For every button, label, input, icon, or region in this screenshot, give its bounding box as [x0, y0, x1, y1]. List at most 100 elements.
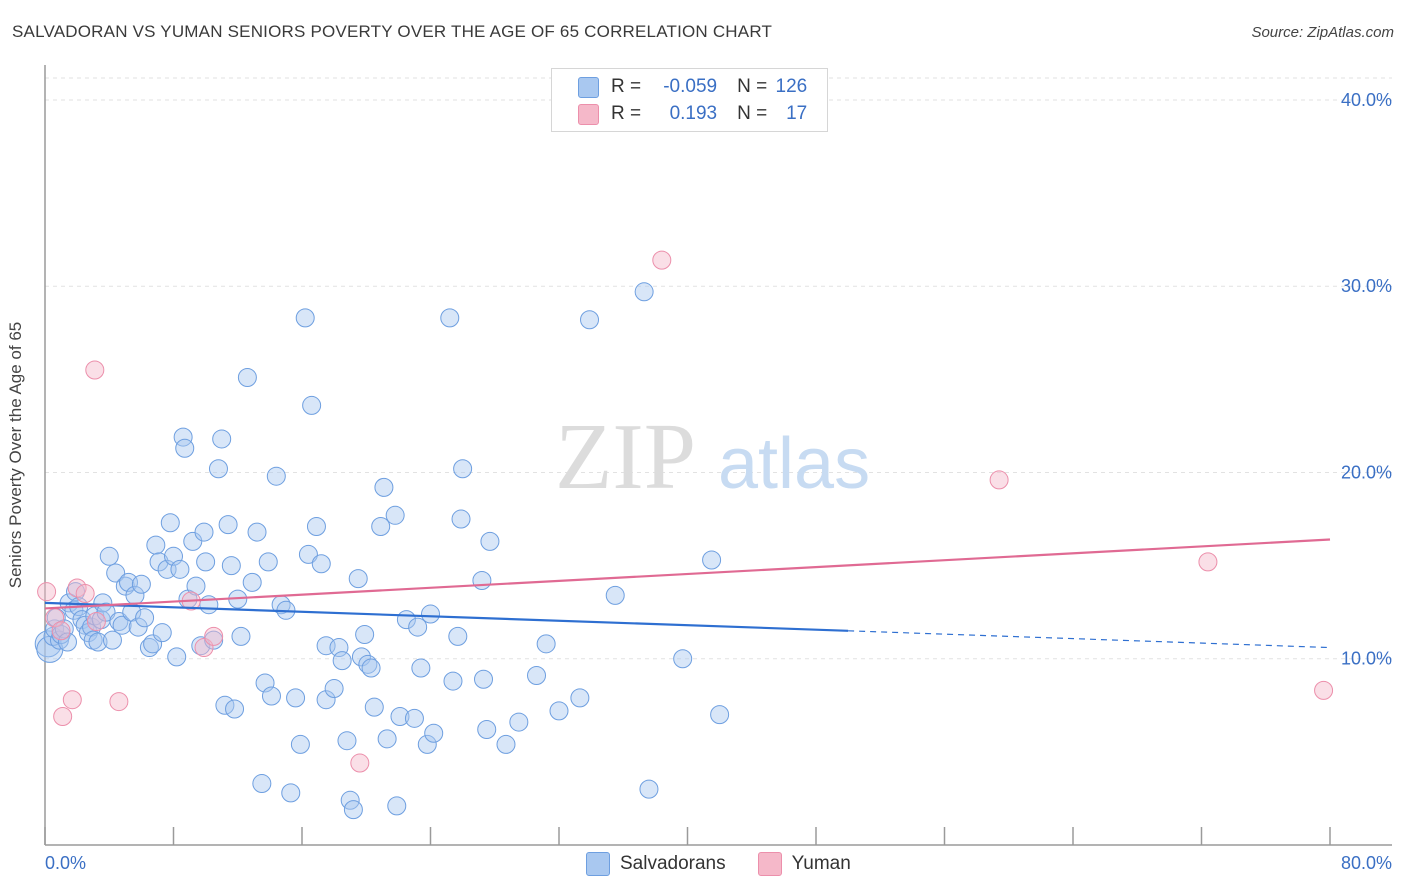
point-yuman: [1198, 552, 1218, 572]
point-salvadorans: [443, 671, 463, 691]
trend-line-yuman: [44, 538, 1331, 610]
point-salvadorans: [247, 522, 267, 542]
point-salvadorans: [411, 658, 431, 678]
point-salvadorans: [377, 729, 397, 749]
point-salvadorans: [387, 796, 407, 816]
swatch-yuman: [757, 852, 782, 876]
point-yuman: [194, 638, 214, 658]
point-salvadorans: [306, 516, 326, 536]
point-salvadorans: [290, 734, 310, 754]
point-salvadorans: [343, 800, 363, 820]
point-salvadorans: [673, 649, 693, 669]
point-yuman: [37, 582, 57, 602]
legend-r-label: R =: [611, 76, 642, 97]
point-salvadorans: [112, 615, 132, 635]
point-salvadorans: [99, 546, 119, 566]
point-salvadorans: [252, 774, 272, 794]
trend-line-salvadorans-extension: [848, 630, 1331, 649]
y-tick-label: 40.0%: [1341, 90, 1392, 110]
point-salvadorans: [536, 634, 556, 654]
point-salvadorans: [196, 552, 216, 572]
legend-row-yuman: R = 0.193 N = 17: [578, 102, 807, 126]
point-yuman: [652, 250, 672, 270]
point-salvadorans: [194, 522, 214, 542]
point-salvadorans: [298, 544, 318, 564]
point-salvadorans: [167, 647, 187, 667]
point-salvadorans: [477, 720, 497, 740]
legend-n-value: 126: [775, 76, 808, 97]
point-salvadorans: [417, 734, 437, 754]
point-salvadorans: [474, 669, 494, 689]
point-salvadorans: [324, 679, 344, 699]
point-yuman: [204, 626, 224, 646]
point-salvadorans: [160, 513, 180, 533]
point-salvadorans: [261, 686, 281, 706]
watermark-zip: ZIP: [555, 405, 696, 509]
point-yuman: [1314, 680, 1334, 700]
bottom-legend-yuman[interactable]: Yuman: [757, 852, 851, 876]
trend-lines: [44, 538, 1331, 649]
bottom-legend: Salvadorans Yuman: [586, 852, 883, 876]
point-salvadorans: [332, 651, 352, 671]
watermark-atlas: atlas: [718, 424, 870, 504]
y-tick-label: 30.0%: [1341, 276, 1392, 296]
legend-r-label: R =: [611, 103, 642, 124]
point-salvadorans: [496, 734, 516, 754]
chart-title: SALVADORAN VS YUMAN SENIORS POVERTY OVER…: [12, 22, 773, 41]
point-salvadorans: [215, 695, 235, 715]
point-yuman: [109, 692, 129, 712]
source-label: Source: ZipAtlas.com: [1251, 24, 1394, 41]
point-salvadorans: [146, 535, 166, 555]
point-yuman: [350, 753, 370, 773]
point-salvadorans: [212, 429, 232, 449]
legend-r-value: -0.059: [663, 76, 718, 97]
point-salvadorans: [88, 632, 108, 652]
point-salvadorans: [570, 688, 590, 708]
point-salvadorans: [358, 654, 378, 674]
tick-labels: 10.0% 20.0% 30.0% 40.0% 0.0% 80.0%: [45, 90, 1392, 873]
legend-swatch-salvadorans: [578, 76, 599, 98]
point-salvadorans: [106, 563, 126, 583]
point-salvadorans: [361, 658, 381, 678]
point-salvadorans: [149, 552, 169, 572]
point-salvadorans: [186, 576, 206, 596]
data-points: [34, 250, 1334, 820]
point-salvadorans: [131, 574, 151, 594]
y-tick-label: 20.0%: [1341, 462, 1392, 482]
point-salvadorans: [351, 647, 371, 667]
point-yuman: [75, 584, 95, 604]
point-yuman: [86, 611, 106, 631]
x-tick-label: 80.0%: [1341, 853, 1392, 873]
point-salvadorans: [57, 632, 77, 652]
legend-n-value: 17: [786, 103, 808, 124]
point-yuman: [989, 470, 1009, 490]
point-salvadorans: [183, 531, 203, 551]
point-salvadorans: [337, 731, 357, 751]
point-salvadorans: [451, 509, 471, 529]
point-salvadorans: [374, 477, 394, 497]
point-salvadorans: [316, 690, 336, 710]
point-salvadorans: [549, 701, 569, 721]
point-yuman: [62, 690, 82, 710]
point-salvadorans: [634, 282, 654, 302]
point-salvadorans: [480, 531, 500, 551]
point-salvadorans: [509, 712, 529, 732]
point-salvadorans: [421, 604, 440, 624]
point-salvadorans: [143, 634, 163, 654]
bottom-legend-salvadorans[interactable]: Salvadorans: [586, 852, 726, 876]
legend-r-value: 0.193: [669, 103, 718, 124]
point-salvadorans: [152, 623, 172, 643]
label-salvadorans: Salvadorans: [620, 853, 726, 874]
point-salvadorans: [371, 516, 391, 536]
point-salvadorans: [231, 626, 251, 646]
point-salvadorans: [355, 625, 375, 645]
point-salvadorans: [102, 630, 122, 650]
point-salvadorans: [302, 395, 322, 415]
point-salvadorans: [295, 308, 315, 328]
label-yuman: Yuman: [791, 853, 851, 874]
legend-n-label: N =: [737, 103, 768, 124]
point-yuman: [51, 621, 71, 641]
point-salvadorans: [527, 665, 547, 685]
point-salvadorans: [390, 706, 410, 726]
